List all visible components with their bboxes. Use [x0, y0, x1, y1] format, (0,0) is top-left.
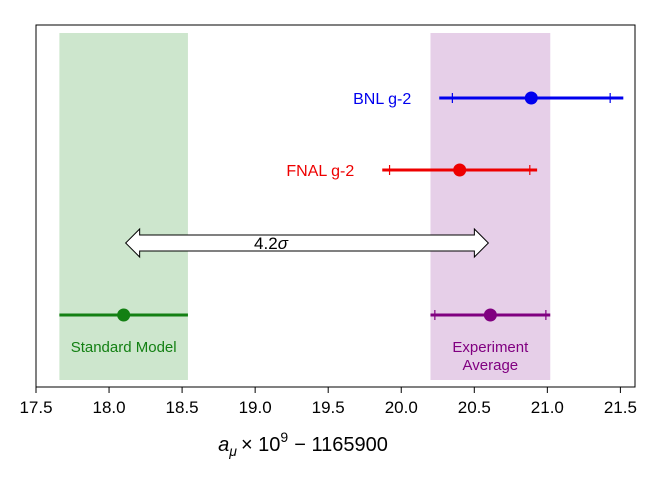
sigma-label-unit: σ — [278, 234, 289, 253]
x-axis-label-offset: − 1165900 — [294, 434, 388, 456]
x-tick-label-7: 21.0 — [531, 398, 564, 417]
experiment-average-point — [483, 308, 497, 322]
experiment-band — [430, 33, 551, 380]
sigma-label: 4.2σ — [254, 234, 289, 253]
standard-model-label-line-1: Standard Model — [71, 339, 177, 356]
series-standard-model: Standard Model — [59, 308, 188, 356]
x-tick-label-4: 19.5 — [312, 398, 345, 417]
sigma-double-arrow — [124, 227, 490, 259]
x-axis-label-symbol: a — [218, 434, 229, 456]
x-tick-label-6: 20.5 — [458, 398, 491, 417]
x-tick-label-5: 20.0 — [385, 398, 418, 417]
x-tick-label-0: 17.5 — [19, 398, 52, 417]
series-fnal: FNAL g-2 — [286, 163, 538, 180]
x-tick-label-2: 18.5 — [166, 398, 199, 417]
standard-model-band — [59, 33, 188, 380]
bands-layer — [59, 33, 551, 380]
plot-frame — [35, 24, 636, 388]
x-axis-label: aμ × 109 − 1165900 — [218, 429, 388, 459]
fnal-point — [453, 163, 467, 177]
series-bnl: BNL g-2 — [353, 91, 624, 108]
x-axis-label-times: × 10 — [241, 434, 280, 456]
annotation-layer: 4.2σ — [124, 227, 490, 259]
fnal-label: FNAL g-2 — [286, 163, 354, 180]
sigma-label-value: 4.2 — [254, 234, 278, 253]
bnl-label: BNL g-2 — [353, 91, 411, 108]
x-axis-label-subscript: μ — [228, 443, 237, 459]
bnl-point — [524, 91, 538, 105]
x-axis-label-exponent: 9 — [280, 429, 288, 445]
x-axis: 17.5 18.0 18.5 19.0 19.5 20.0 20.5 21.0 21.5 — [19, 387, 637, 417]
experiment-average-label-line-1: Experiment — [452, 339, 529, 356]
experiment-average-label-line-2: Average — [463, 357, 519, 374]
x-tick-label-8: 21.5 — [604, 398, 637, 417]
standard-model-point — [117, 308, 131, 322]
x-tick-label-1: 18.0 — [93, 398, 126, 417]
x-tick-label-3: 19.0 — [239, 398, 272, 417]
series-layer: BNL g-2 FNAL g-2 Standard Model ExperimentA… — [59, 91, 624, 374]
